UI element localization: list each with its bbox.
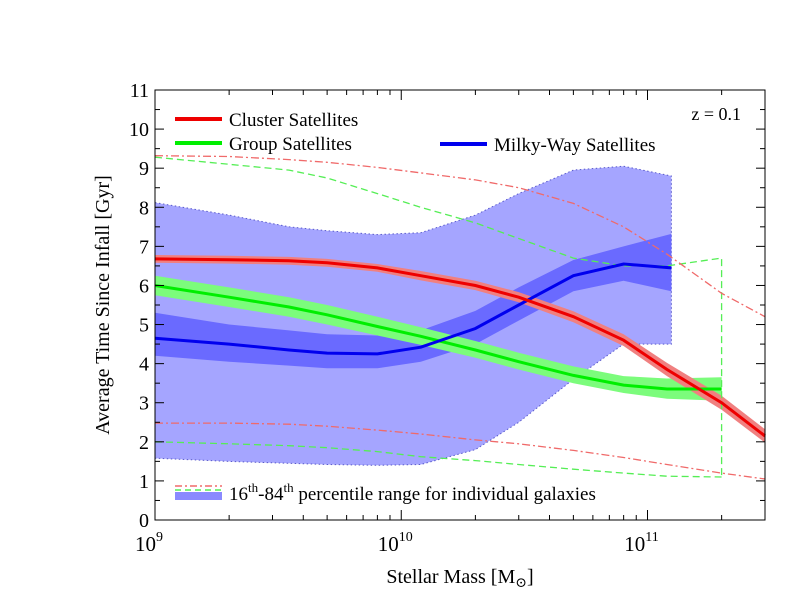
mw-mean-band [155, 233, 672, 369]
mw-percentile-region [154, 165, 672, 466]
group-mean-line [154, 284, 722, 391]
x-tick-label: 1011 [624, 530, 658, 556]
legend-swatch-percentile-mw [175, 492, 222, 500]
group-p84-line [154, 156, 723, 477]
x-axis-label: Stellar Mass [M⊙] [386, 566, 533, 591]
cluster-p16-line [155, 422, 766, 480]
y-tick-label: 5 [139, 315, 149, 337]
y-tick-label: 4 [139, 354, 149, 376]
y-tick-label: 0 [139, 510, 149, 532]
group-mean-band [155, 275, 722, 401]
redshift-annotation: z = 0.1 [691, 104, 741, 124]
legend-label-mw: Milky-Way Satellites [494, 135, 656, 156]
cluster-mean-line [154, 257, 766, 438]
y-tick-label: 6 [139, 275, 149, 297]
group-p16-line [154, 441, 722, 478]
y-tick-label: 9 [139, 158, 149, 180]
y-axis-label: Average Time Since Infall [Gyr] [92, 175, 114, 435]
mw-mean-line [154, 262, 672, 356]
legend-label-cluster: Cluster Satellites [229, 110, 358, 131]
x-tick-label: 109 [135, 530, 163, 556]
cluster-p84-line [154, 155, 766, 318]
y-tick-label: 7 [139, 236, 149, 258]
legend: Cluster Satellites Group Satellites Milk… [175, 110, 656, 505]
legend-label-percentile: 16th-84th percentile range for individua… [229, 480, 596, 505]
y-tick-label: 11 [130, 80, 149, 102]
legend-label-group: Group Satellites [229, 134, 352, 155]
y-tick-label: 10 [129, 119, 149, 141]
y-tick-label: 3 [139, 393, 149, 415]
y-tick-label: 8 [139, 197, 149, 219]
y-tick-label: 2 [139, 432, 149, 454]
plot-area [154, 155, 766, 480]
y-tick-label: 1 [139, 471, 149, 493]
cluster-mean-band [155, 255, 765, 443]
x-tick-label: 1010 [378, 530, 413, 556]
